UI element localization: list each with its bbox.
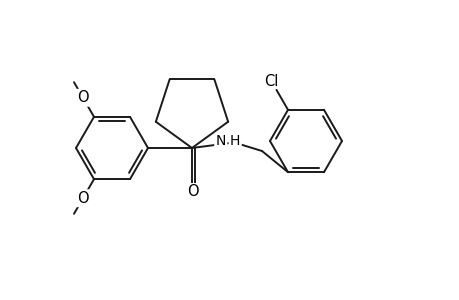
Text: O: O [187, 184, 198, 200]
Text: Cl: Cl [264, 74, 278, 89]
Text: O: O [77, 90, 89, 105]
Text: N: N [215, 134, 225, 148]
Text: H: H [230, 134, 240, 148]
Text: O: O [77, 191, 89, 206]
